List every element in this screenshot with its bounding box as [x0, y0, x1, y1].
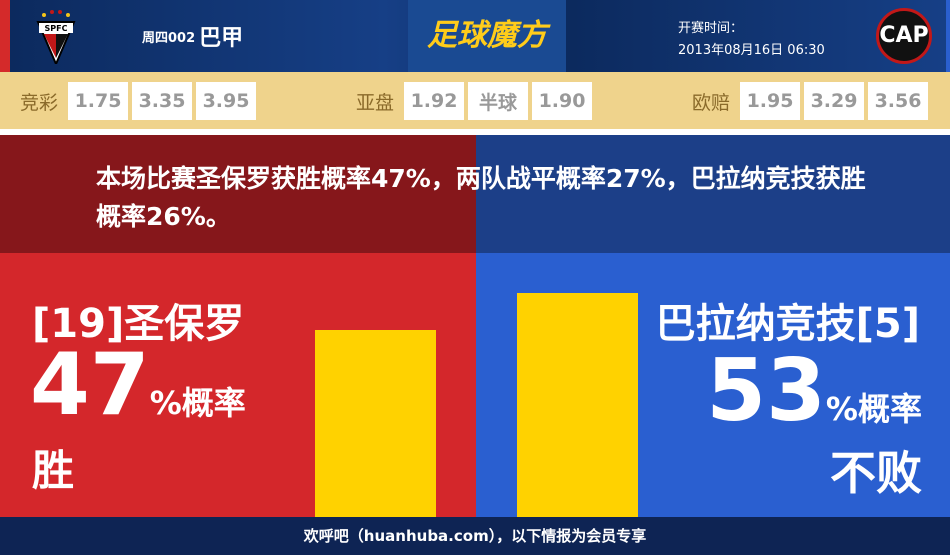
- away-panel: 巴拉纳竞技[5] 53%概率 不败: [476, 253, 950, 517]
- odds-value: 1.75: [68, 82, 129, 120]
- home-pct-suffix: %概率: [149, 384, 246, 422]
- time-value: 2013年08月16日 06:30: [678, 43, 825, 58]
- odds-group-european: 欧赔 1.95 3.29 3.56: [692, 82, 929, 120]
- away-pct: 53%概率: [706, 341, 922, 441]
- home-pct: 47%概率: [30, 335, 246, 435]
- odds-group-jingcai: 竞彩 1.75 3.35 3.95: [20, 82, 257, 120]
- away-team-logo: CAP: [876, 8, 932, 64]
- away-team-name: 巴拉纳竞技[5]: [655, 301, 920, 347]
- odds-value: 1.92: [404, 82, 465, 120]
- footer-notice: 欢呼吧（huanhuba.com），以下情报为会员专享: [0, 517, 950, 555]
- odds-value: 3.95: [196, 82, 257, 120]
- odds-label: 欧赔: [692, 91, 731, 114]
- away-result: 不败: [830, 446, 922, 500]
- home-pct-value: 47: [30, 335, 150, 435]
- time-label: 开赛时间：: [678, 21, 744, 36]
- odds-value: 1.95: [740, 82, 801, 120]
- away-pct-value: 53: [706, 341, 826, 441]
- odds-bar: 竞彩 1.75 3.35 3.95 亚盘 1.92 半球 1.90 欧赔 1.9…: [0, 72, 950, 132]
- odds-value: 3.35: [132, 82, 193, 120]
- home-team-logo: SPFC: [36, 10, 76, 64]
- odds-value: 3.29: [804, 82, 865, 120]
- league-name: 巴甲: [199, 26, 244, 51]
- summary-bg-home: [0, 135, 476, 253]
- home-panel: [19]圣保罗 47%概率 胜: [0, 253, 476, 517]
- match-number: 周四002: [142, 31, 196, 46]
- header: SPFC 周四002 巴甲 足球魔方 开赛时间： 2013年08月16日 06:30…: [0, 0, 950, 72]
- svg-text:SPFC: SPFC: [45, 24, 68, 33]
- home-result: 胜: [32, 446, 75, 495]
- away-probability-bar: [517, 293, 638, 517]
- odds-value: 1.90: [532, 82, 593, 120]
- summary-bg-away: [476, 135, 950, 253]
- odds-label: 竞彩: [20, 91, 59, 114]
- kickoff-time: 开赛时间： 2013年08月16日 06:30: [678, 18, 825, 62]
- league-info: 周四002 巴甲: [142, 20, 243, 52]
- odds-value: 半球: [468, 82, 529, 120]
- home-probability-bar: [315, 330, 436, 517]
- home-team-name: [19]圣保罗: [32, 301, 245, 347]
- brand-logo: 足球魔方: [408, 0, 566, 72]
- odds-label: 亚盘: [356, 91, 395, 114]
- summary-text: 本场比赛圣保罗获胜概率47%，两队战平概率27%，巴拉纳竞技获胜概率26%。: [96, 164, 866, 231]
- away-pct-suffix: %概率: [825, 390, 922, 428]
- odds-group-asian: 亚盘 1.92 半球 1.90: [356, 82, 593, 120]
- odds-value: 3.56: [868, 82, 929, 120]
